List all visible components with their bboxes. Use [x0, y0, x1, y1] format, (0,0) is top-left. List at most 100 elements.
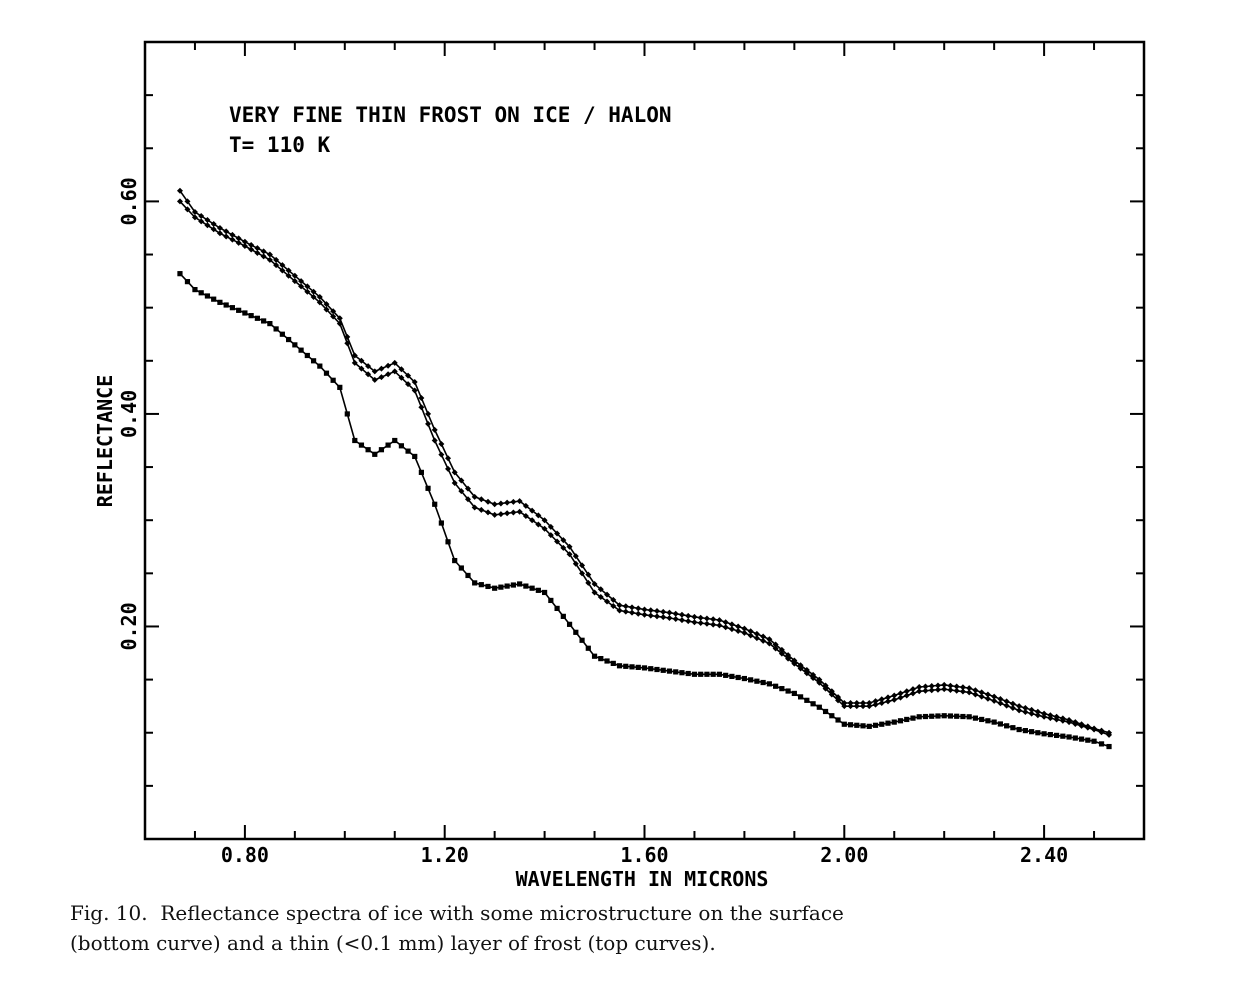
data-point	[510, 498, 517, 505]
data-point	[523, 583, 529, 589]
data-point	[336, 320, 343, 327]
data-point	[548, 597, 554, 604]
data-point	[610, 660, 616, 666]
data-point	[431, 426, 438, 433]
data-point	[1004, 723, 1010, 729]
data-point	[535, 512, 542, 519]
data-point	[760, 679, 766, 686]
data-point	[703, 620, 710, 627]
data-point	[685, 618, 692, 625]
data-point	[204, 216, 211, 223]
data-point	[984, 695, 991, 702]
data-point	[629, 609, 636, 616]
data-point	[1028, 706, 1035, 713]
data-point	[547, 523, 554, 530]
data-point	[497, 500, 504, 507]
data-point	[966, 714, 972, 720]
data-point	[1022, 709, 1029, 716]
data-point	[378, 447, 385, 453]
data-point	[585, 579, 592, 586]
data-point	[735, 623, 742, 630]
data-point	[223, 302, 229, 308]
data-point	[629, 664, 635, 670]
data-point	[635, 664, 641, 670]
data-point	[285, 272, 292, 279]
data-point	[623, 663, 629, 669]
data-point	[698, 671, 704, 677]
data-point	[598, 656, 604, 662]
data-point	[666, 609, 673, 616]
data-point	[541, 517, 548, 524]
data-point	[1003, 702, 1010, 709]
data-point	[866, 723, 872, 729]
data-point	[704, 671, 710, 677]
data-point	[572, 553, 579, 560]
data-point	[885, 694, 892, 701]
data-point	[241, 238, 248, 245]
data-point	[604, 591, 611, 598]
data-point	[672, 616, 679, 623]
data-point	[351, 359, 358, 366]
data-point	[504, 510, 511, 517]
data-point	[316, 299, 323, 306]
data-point	[941, 713, 947, 719]
data-point	[279, 331, 285, 337]
data-point	[654, 666, 660, 673]
data-point	[853, 699, 860, 706]
data-point	[542, 589, 548, 596]
data-point	[291, 278, 298, 285]
data-point	[498, 584, 504, 590]
series-line	[179, 273, 1110, 748]
data-point	[897, 718, 904, 724]
data-point	[804, 697, 810, 703]
data-point	[438, 451, 445, 458]
data-point	[267, 321, 273, 327]
data-point	[510, 509, 517, 516]
data-point	[566, 551, 573, 558]
data-point	[753, 635, 760, 642]
data-point	[310, 358, 317, 364]
data-point	[716, 622, 723, 629]
data-point	[554, 538, 561, 545]
data-point	[779, 686, 785, 692]
data-point	[922, 713, 929, 720]
x-tick-label: 1.60	[620, 843, 668, 867]
data-point	[191, 214, 198, 221]
data-point	[516, 498, 523, 505]
data-point	[223, 228, 230, 235]
data-point	[847, 699, 854, 706]
data-point	[554, 605, 560, 612]
data-point	[1003, 698, 1010, 705]
data-point	[816, 704, 822, 710]
data-point	[860, 723, 866, 729]
data-point	[629, 604, 636, 611]
data-point	[604, 658, 610, 664]
y-tick-label: 0.20	[117, 602, 141, 650]
data-point	[1041, 713, 1048, 720]
data-point	[216, 230, 223, 237]
data-point	[791, 660, 798, 667]
data-point	[1053, 732, 1060, 738]
data-point	[610, 596, 617, 603]
data-point	[445, 539, 451, 545]
data-point	[1084, 724, 1091, 731]
data-point	[323, 301, 330, 308]
data-point	[922, 687, 929, 694]
data-point	[941, 681, 948, 688]
data-point	[878, 699, 885, 706]
data-point	[310, 288, 317, 295]
data-point	[816, 679, 823, 686]
data-point	[391, 359, 398, 366]
series-3	[177, 271, 1112, 750]
data-point	[878, 696, 885, 703]
data-point	[1009, 705, 1016, 712]
data-point	[860, 699, 867, 706]
data-point	[747, 628, 754, 635]
data-point	[966, 685, 973, 692]
data-point	[1053, 716, 1060, 723]
data-point	[866, 703, 873, 710]
data-point	[398, 443, 405, 449]
data-point	[941, 686, 948, 693]
data-point	[254, 315, 260, 321]
data-point	[241, 243, 248, 250]
